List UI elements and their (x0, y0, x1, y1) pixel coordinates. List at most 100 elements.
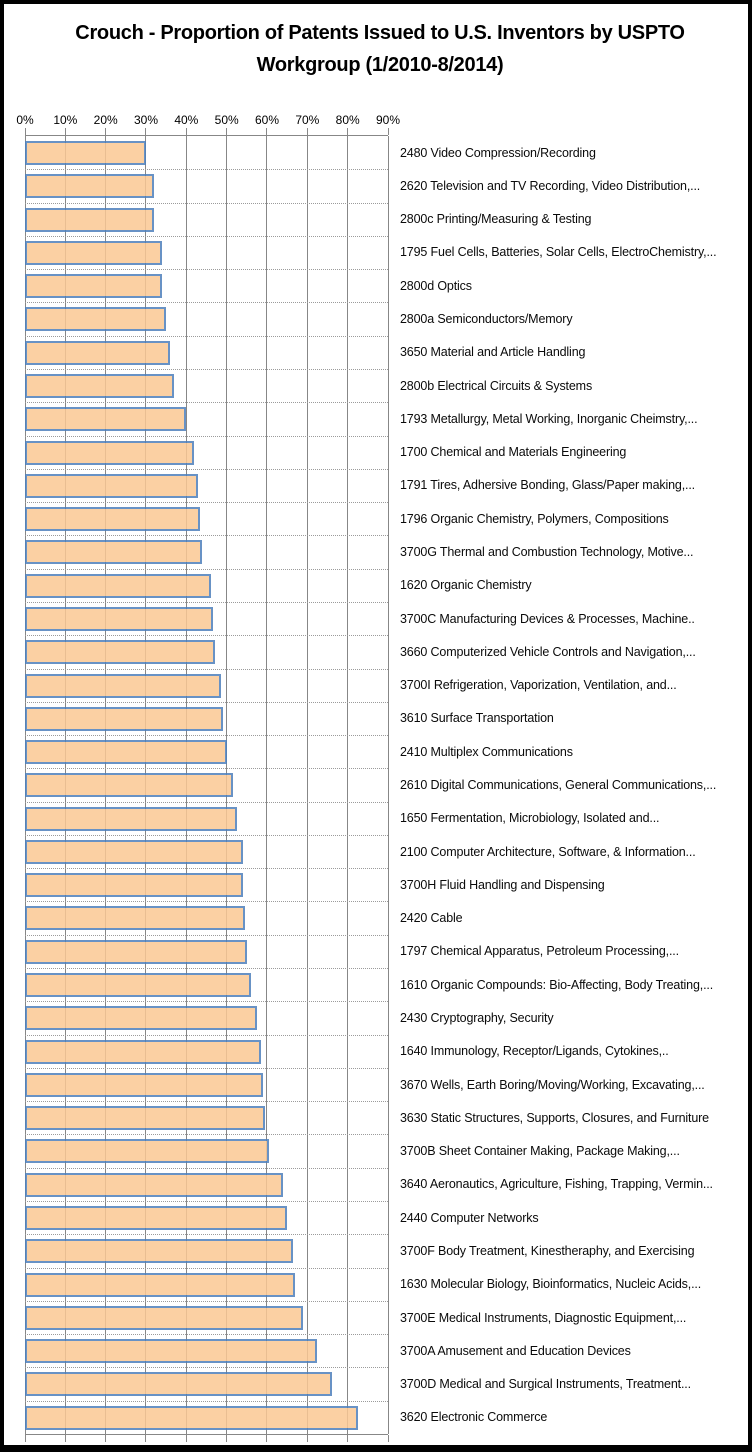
row-gridline (25, 934, 388, 936)
row-gridline (25, 1367, 388, 1369)
x-tick-label: 30% (133, 113, 159, 127)
category-label: 1650 Fermentation, Microbiology, Isolate… (400, 811, 660, 826)
row-gridline (25, 335, 388, 337)
axis-tick (387, 128, 389, 135)
bar (25, 473, 199, 498)
bar (25, 1139, 270, 1164)
row-gridline (25, 468, 388, 470)
category-label: 1797 Chemical Apparatus, Petroleum Proce… (400, 944, 679, 959)
row-gridline (25, 1201, 388, 1203)
bar (25, 773, 233, 798)
x-tick-label: 70% (295, 113, 320, 127)
vertical-gridline (306, 136, 308, 1434)
category-label: 3700H Fluid Handling and Dispensing (400, 877, 605, 892)
x-tick-label: 40% (174, 113, 199, 127)
bar (25, 1339, 318, 1364)
bar (25, 407, 187, 432)
axis-tick (24, 1435, 26, 1442)
bar (25, 141, 146, 165)
axis-tick (185, 1435, 187, 1442)
category-label: 3700A Amusement and Education Devices (400, 1343, 631, 1358)
row-gridline (25, 435, 388, 437)
axis-tick (24, 128, 26, 135)
bar (25, 1305, 304, 1330)
axis-tick (266, 1435, 268, 1442)
bar (25, 1272, 296, 1297)
row-gridline (25, 368, 388, 370)
row-gridline (25, 1134, 388, 1136)
category-label: 3620 Electronic Commerce (400, 1410, 548, 1425)
bar (25, 573, 211, 598)
row-gridline (25, 169, 388, 171)
vertical-gridline (347, 136, 349, 1434)
category-label: 3640 Aeronautics, Agriculture, Fishing, … (400, 1177, 713, 1192)
bar (25, 640, 215, 665)
bar (25, 606, 213, 631)
axis-tick (185, 128, 187, 135)
category-label: 3700C Manufacturing Devices & Processes,… (400, 611, 695, 626)
category-label: 3610 Surface Transportation (400, 711, 554, 726)
category-label: 1610 Organic Compounds: Bio-Affecting, B… (400, 977, 714, 992)
row-gridline (25, 502, 388, 504)
bar (25, 806, 237, 831)
category-label: 2610 Digital Communications, General Com… (400, 778, 717, 792)
category-label: 3660 Computerized Vehicle Controls and N… (400, 644, 696, 659)
plot-area (24, 128, 389, 1442)
category-label: 3700D Medical and Surgical Instruments, … (400, 1377, 691, 1392)
category-label: 1700 Chemical and Materials Engineering (400, 445, 627, 460)
x-tick-label: 80% (335, 113, 360, 127)
axis-tick (105, 128, 107, 135)
row-gridline (25, 235, 388, 237)
category-label: 2800d Optics (400, 278, 472, 293)
axis-tick (266, 128, 268, 135)
bar (25, 839, 243, 864)
row-gridline (25, 768, 388, 770)
bar (25, 1206, 288, 1231)
category-label: 2410 Multiplex Communications (400, 744, 573, 759)
axis-tick (64, 1435, 66, 1442)
category-label: 2620 Television and TV Recording, Video … (400, 178, 701, 193)
axis-tick (306, 128, 308, 135)
axis-tick (145, 1435, 147, 1442)
category-label: 2480 Video Compression/Recording (400, 145, 596, 160)
bar (25, 1006, 257, 1031)
category-label: 2440 Computer Networks (400, 1210, 539, 1225)
category-label: 2800b Electrical Circuits & Systems (400, 378, 593, 393)
bar (25, 307, 167, 332)
axis-tick (306, 1435, 308, 1442)
bar (25, 1106, 265, 1131)
category-label: 3630 Static Structures, Supports, Closur… (400, 1110, 709, 1125)
row-gridline (25, 901, 388, 903)
row-gridline (25, 601, 388, 603)
row-gridline (25, 1167, 388, 1169)
category-label: 2800c Printing/Measuring & Testing (400, 212, 592, 227)
row-gridline (25, 834, 388, 836)
bar (25, 174, 155, 199)
category-label: 1620 Organic Chemistry (400, 578, 532, 593)
bar (25, 507, 201, 532)
row-gridline (25, 668, 388, 670)
axis-tick (105, 1435, 107, 1442)
x-tick-label: 50% (214, 113, 239, 127)
row-gridline (25, 735, 388, 737)
axis-tick (226, 1435, 228, 1442)
axis-tick (347, 128, 349, 135)
x-tick-label: 20% (93, 113, 118, 127)
row-gridline (25, 868, 388, 870)
row-gridline (25, 402, 388, 404)
category-label: 3700G Thermal and Combustion Technology,… (400, 545, 694, 560)
bar (25, 1372, 332, 1397)
category-label: 3700I Refrigeration, Vaporization, Venti… (400, 678, 677, 693)
row-gridline (25, 1300, 388, 1302)
row-gridline (25, 1334, 388, 1336)
bar (25, 939, 247, 964)
axis-tick (64, 128, 66, 135)
x-tick-label: 10% (53, 113, 78, 127)
row-gridline (25, 1067, 388, 1069)
category-label: 2420 Cable (400, 911, 463, 926)
category-label: 1791 Tires, Adhersive Bonding, Glass/Pap… (400, 478, 695, 493)
category-label: 2100 Computer Architecture, Software, & … (400, 844, 696, 859)
row-gridline (25, 801, 388, 803)
category-label: 3700B Sheet Container Making, Package Ma… (400, 1144, 680, 1159)
